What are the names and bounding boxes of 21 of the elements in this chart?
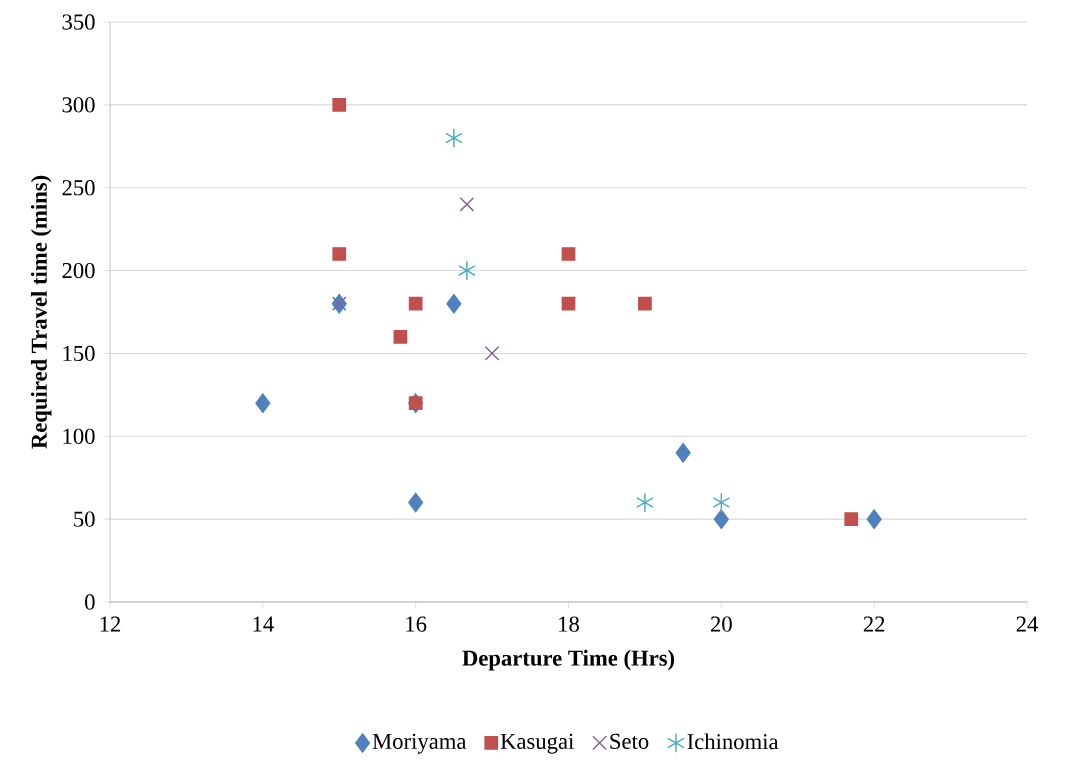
y-tick-label: 350 <box>62 14 95 30</box>
y-tick-label: 100 <box>63 428 95 444</box>
x-tick-label: 24 <box>1016 616 1038 632</box>
y-tick-label: 300 <box>62 97 95 113</box>
x-tick-label: 20 <box>711 616 732 632</box>
x-tick-label: 14 <box>253 616 274 632</box>
legend-label: Ichinomia <box>687 733 779 750</box>
y-tick-label: 50 <box>74 511 95 527</box>
y-tick-label: 200 <box>62 262 95 279</box>
x-tick-label: 16 <box>406 616 427 632</box>
x-tick-label: 22 <box>863 616 885 632</box>
legend-label: Moriyama <box>372 733 467 754</box>
x-axis-title: Departure Time (Hrs) <box>462 649 675 671</box>
legend-label: Seto <box>610 733 649 749</box>
x-tick-label: 12 <box>100 616 121 632</box>
y-tick-label: 250 <box>62 180 95 196</box>
y-tick-label: 0 <box>85 594 95 610</box>
x-tick-label: 18 <box>559 616 579 632</box>
y-tick-label: 150 <box>63 345 95 362</box>
y-axis-title: Required Travel time (mins) <box>30 175 52 449</box>
legend-label: Kasugai <box>500 733 574 754</box>
